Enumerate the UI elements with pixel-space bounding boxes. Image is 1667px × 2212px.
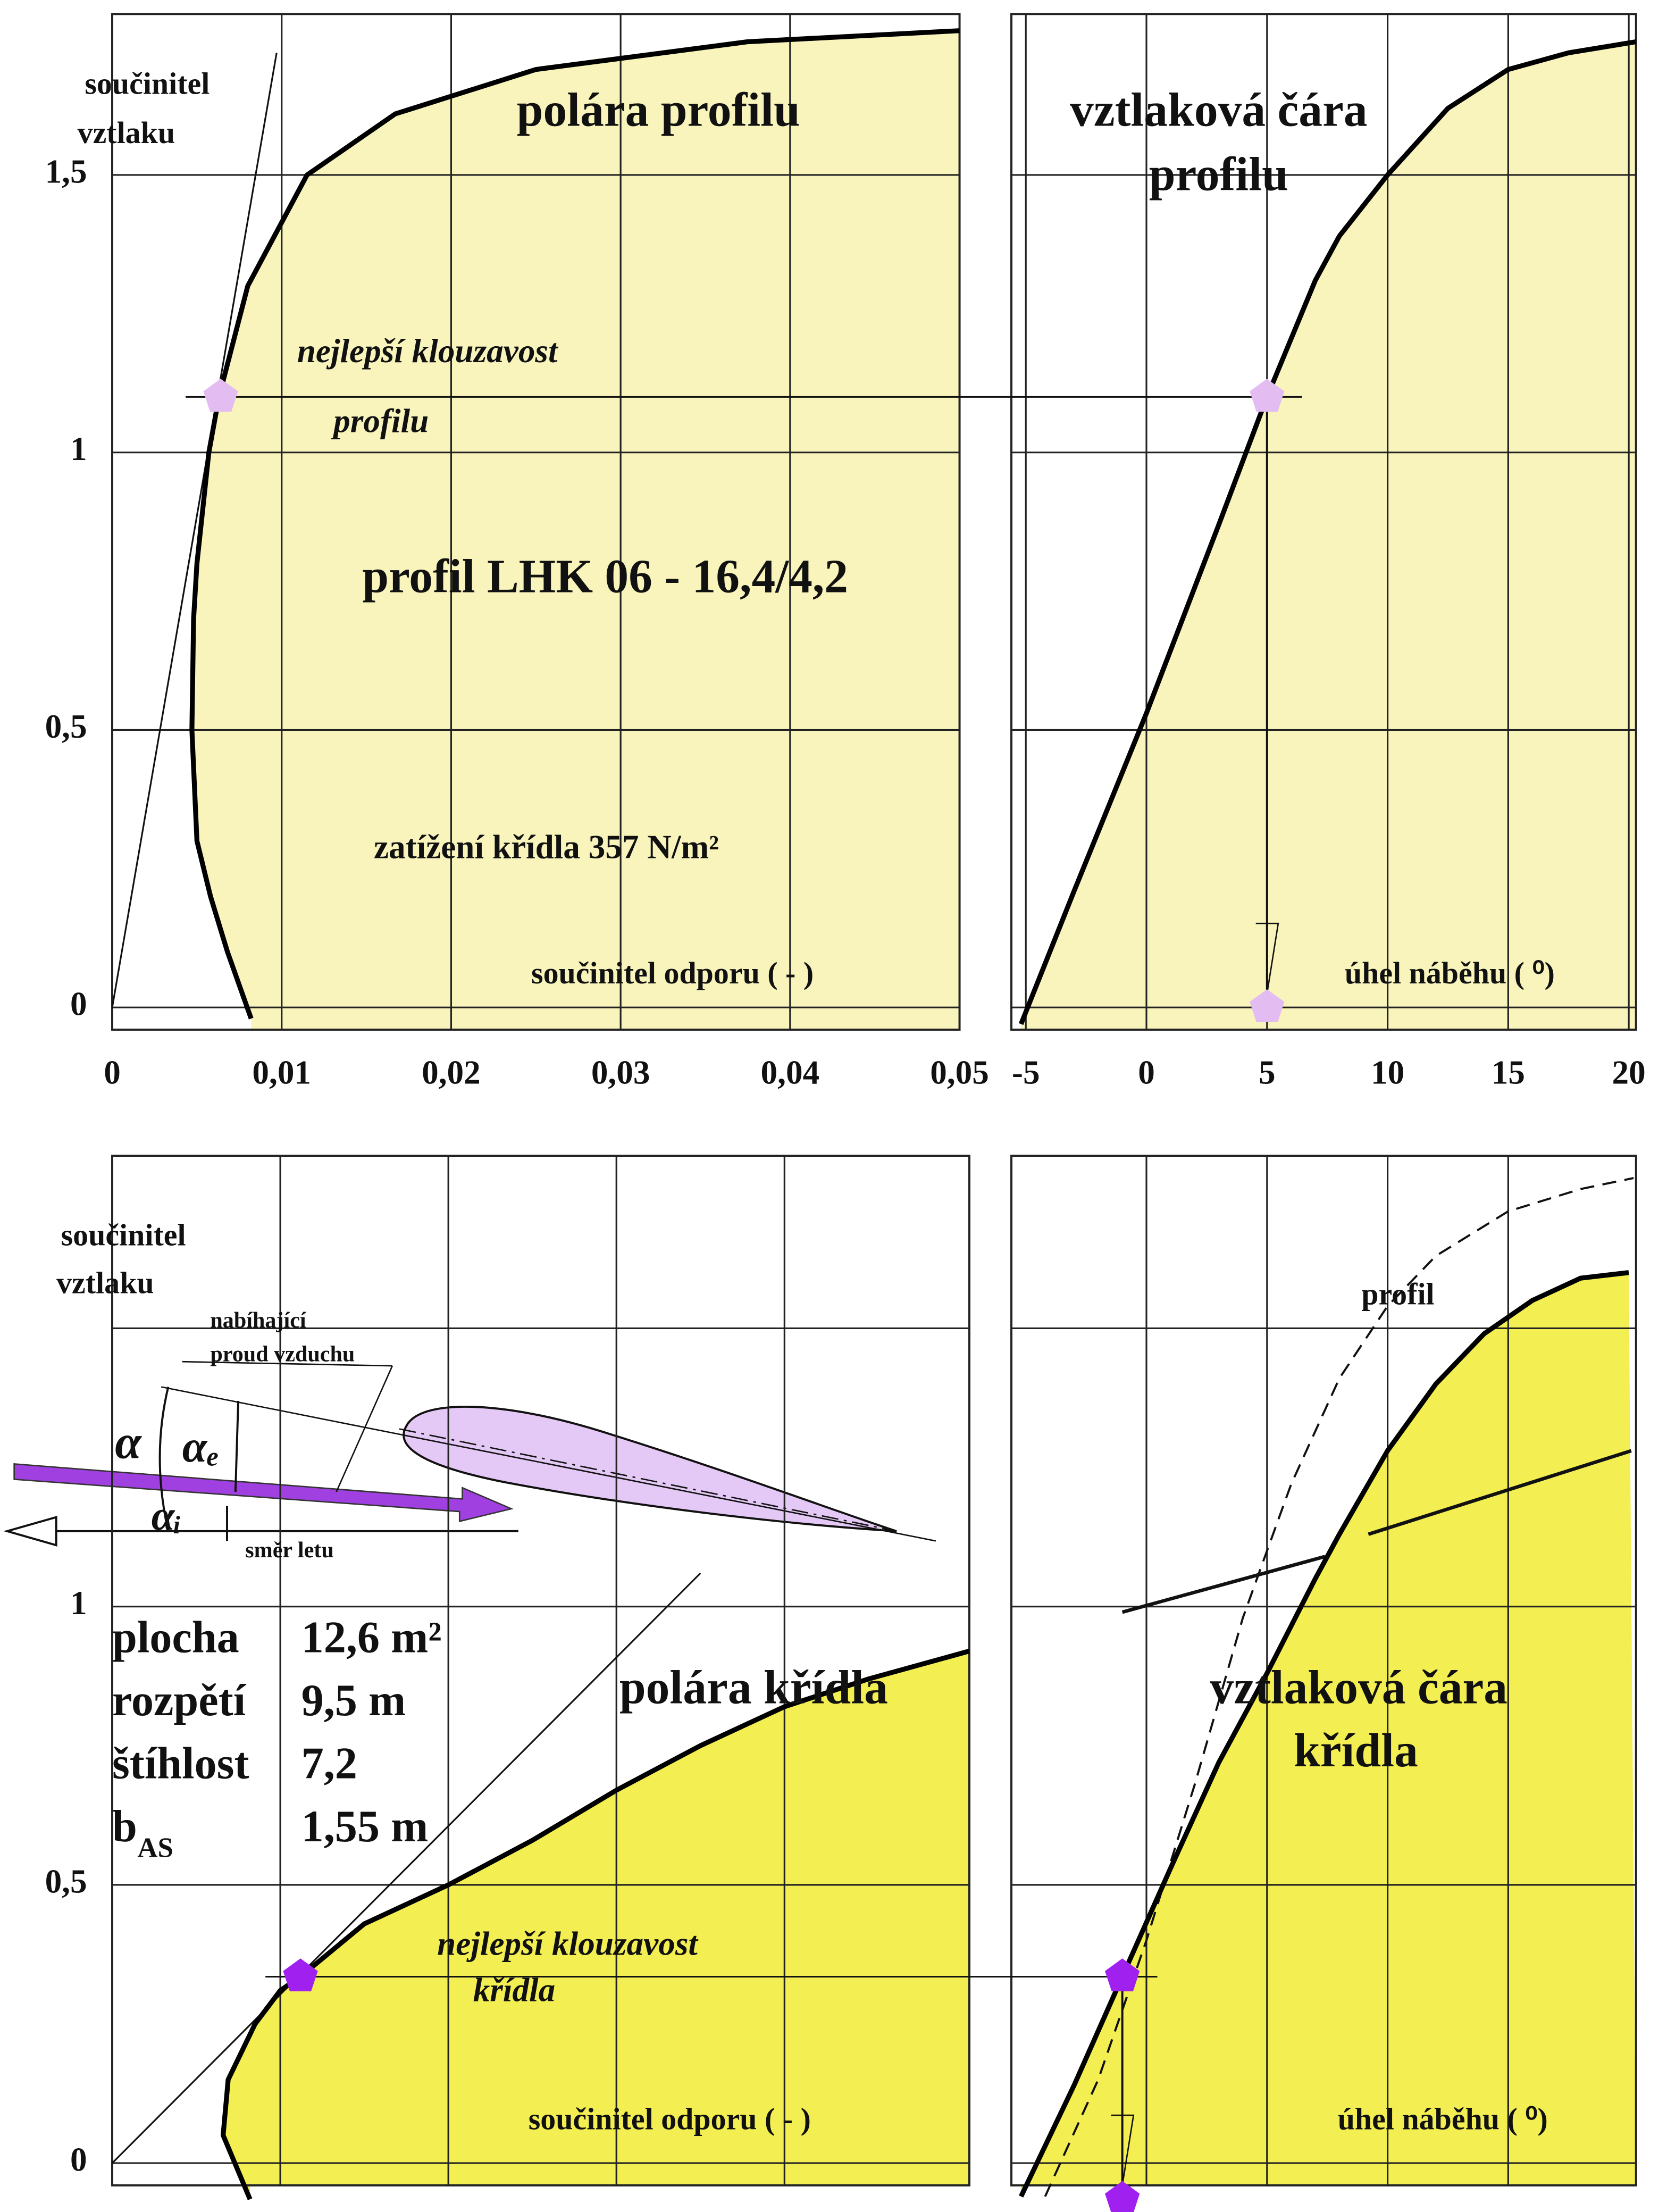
x-tick-label: 10 [1371,1054,1404,1091]
profile-curve [1044,1176,1634,2197]
chart-title: vztlaková čára [1070,84,1368,137]
plot-frame [111,13,961,1031]
wing-param-value: 9,5 m [301,1676,406,1725]
wing-param-name: štíhlost [112,1739,249,1788]
y-axis-label: součinitel [61,1218,186,1253]
leader-line [336,1365,393,1492]
guide-tick [1111,2114,1135,2185]
annotation: nejlepší klouzavost [297,332,559,370]
x-tick-label: 0,02 [422,1054,481,1091]
airfoil-diagram [3,1360,936,1547]
wing-param-value: 12,6 m² [301,1613,442,1662]
x-tick-label: 0,03 [591,1054,650,1091]
angle-label: αₑ [182,1422,220,1472]
x-tick-label: 0,04 [761,1054,820,1091]
area [223,1651,969,2200]
airflow-arrow [13,1463,514,1523]
y-tick-label: 0 [70,2141,87,2178]
leader-line [182,1360,392,1367]
curve [1019,1270,1629,2198]
wing-param-value: 7,2 [301,1739,357,1788]
angle-label: αᵢ [152,1493,182,1539]
wing-param-name: b [112,1802,137,1851]
x-tick-label: -5 [1012,1054,1040,1091]
marker [203,379,238,412]
x-axis-label: součinitel odporu ( - ) [529,2102,811,2136]
curve [1018,39,1637,1025]
marker [1250,379,1285,412]
chart-title: křídla [1294,1724,1418,1777]
y-tick-label: 0 [70,986,87,1023]
y-tick-label: 1,5 [45,153,87,190]
wing-param-name: rozpětí [112,1676,247,1725]
y-tick-label: 0,5 [45,1863,87,1900]
y-axis-label: součinitel [85,66,210,101]
plot-frame [1010,1155,1637,2186]
angle-label: α [115,1416,142,1468]
y-tick-label: 1 [70,430,87,468]
annotation: profil LHK 06 - 16,4/4,2 [362,550,848,603]
chart-title: profilu [1149,148,1288,201]
guide-tick [1255,922,1279,994]
aux-line [1121,1449,1632,1614]
x-axis-label: úhel náběhu ( ⁰) [1345,956,1555,990]
marker [1104,2181,1140,2212]
angle-mark [234,1400,240,1492]
diagram-label: směr letu [245,1538,334,1563]
plot-frame [1010,13,1637,1031]
annotation: křídla [473,1972,556,2009]
wing-param-value: 1,55 m [301,1802,429,1851]
chart-title: vztlaková čára [1210,1661,1507,1714]
tangent-line [111,53,278,1008]
x-tick-label: 20 [1612,1054,1646,1091]
wing-param-name: plocha [112,1613,239,1662]
tangent-line [111,1572,701,2164]
y-axis-label: vztlaku [78,115,175,150]
angle-arc [158,1387,170,1532]
chord-line [399,1428,897,1532]
x-tick-label: 0,01 [252,1054,311,1091]
y-tick-label: 1 [70,1584,87,1622]
annotation: profil [1361,1276,1434,1311]
y-tick-label: 0,5 [45,708,87,745]
y-axis-label: vztlaku [56,1265,154,1300]
marker [1104,1958,1140,1992]
flight-direction-arrow [3,1515,57,1547]
chart-title: polára profilu [517,84,800,137]
x-tick-label: 5 [1259,1054,1276,1091]
x-axis-label: součinitel odporu ( - ) [531,956,814,990]
x-tick-label: 0 [104,1054,121,1091]
x-tick-label: 15 [1492,1054,1525,1091]
area [1021,1272,1636,2197]
x-tick-label: 0,05 [930,1054,989,1091]
marker [283,1958,318,1992]
chart-title: polára křídla [619,1661,888,1714]
area [1021,41,1636,1030]
annotation: profilu [331,403,429,440]
marker [1250,989,1285,1022]
x-tick-label: 0 [1138,1054,1155,1091]
annotation: zatížení křídla 357 N/m² [374,828,719,865]
wing-param-sub: AS [137,1833,173,1864]
area [191,30,960,1030]
plot-frame [111,1155,970,2186]
annotation: nejlepší klouzavost [437,1925,699,1963]
curve [221,1648,970,2200]
x-axis-label: úhel náběhu ( ⁰) [1338,2102,1548,2136]
zero-lift-line [161,1386,936,1542]
curve [189,28,960,1020]
diagram-label: proud vzduchu [210,1341,355,1366]
diagram-label: nabíhající [210,1308,307,1333]
